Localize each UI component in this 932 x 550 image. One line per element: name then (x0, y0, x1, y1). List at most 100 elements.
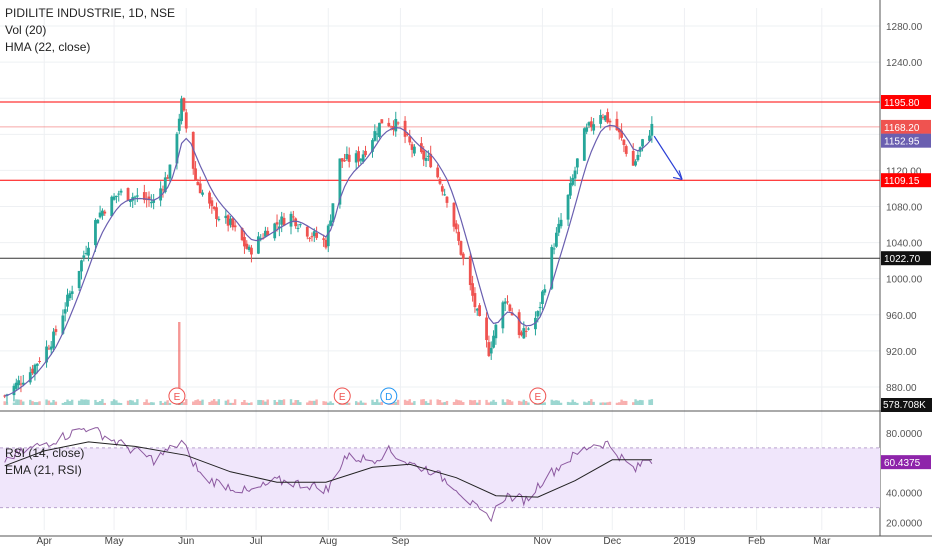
candle-body[interactable] (21, 382, 25, 385)
symbol-title[interactable]: PIDILITE INDUSTRIE, 1D, NSE (5, 6, 176, 20)
candle-body[interactable] (443, 194, 447, 196)
ema-line[interactable] (4, 441, 652, 498)
candle-body[interactable] (438, 179, 442, 184)
candle-body[interactable] (606, 112, 610, 123)
candle-body[interactable] (426, 155, 430, 157)
candle-body[interactable] (340, 158, 344, 162)
candle-body[interactable] (308, 237, 312, 239)
candle-body[interactable] (527, 328, 530, 330)
candle-body[interactable] (289, 213, 293, 227)
candle-body[interactable] (550, 247, 554, 289)
candle-body[interactable] (492, 335, 495, 348)
candle-body[interactable] (331, 203, 335, 223)
candle-body[interactable] (263, 230, 267, 237)
candle-body[interactable] (617, 128, 621, 133)
candle-body[interactable] (96, 219, 100, 224)
candle-body[interactable] (201, 192, 204, 195)
volume-legend[interactable]: Vol (20) (5, 23, 47, 37)
candle-body[interactable] (326, 225, 330, 247)
candle-body[interactable] (259, 237, 263, 239)
candle-body[interactable] (296, 227, 300, 229)
candle-body[interactable] (641, 139, 644, 147)
candle-body[interactable] (396, 122, 400, 124)
candle-body[interactable] (357, 151, 360, 162)
candle-body[interactable] (119, 190, 123, 193)
candle-body[interactable] (324, 239, 328, 248)
candle-body[interactable] (461, 253, 465, 259)
candle-body[interactable] (345, 153, 349, 160)
volume-spike-bar[interactable] (178, 321, 181, 405)
candle-body[interactable] (168, 164, 172, 179)
candle-body[interactable] (552, 248, 556, 250)
candle-body[interactable] (117, 193, 121, 195)
candle-body[interactable] (198, 183, 202, 194)
candle-body[interactable] (338, 158, 342, 205)
candle-body[interactable] (601, 116, 605, 118)
candle-body[interactable] (522, 328, 526, 339)
candle-body[interactable] (568, 183, 572, 196)
candle-body[interactable] (47, 348, 51, 350)
candle-body[interactable] (66, 294, 69, 307)
candle-body[interactable] (180, 98, 183, 122)
candle-body[interactable] (84, 253, 88, 255)
candle-body[interactable] (257, 236, 260, 254)
candle-body[interactable] (103, 211, 107, 214)
hma-legend[interactable]: HMA (22, close) (5, 40, 91, 54)
candle-body[interactable] (510, 312, 514, 316)
candle-body[interactable] (80, 260, 83, 272)
candle-body[interactable] (410, 144, 414, 150)
candle-body[interactable] (487, 342, 491, 356)
candle-body[interactable] (166, 177, 170, 179)
candle-body[interactable] (175, 133, 179, 164)
candle-body[interactable] (294, 218, 298, 227)
ema-legend[interactable]: EMA (21, RSI) (5, 463, 82, 477)
candle-body[interactable] (250, 247, 253, 255)
candle-body[interactable] (101, 210, 104, 216)
candle-body[interactable] (473, 293, 477, 308)
candle-body[interactable] (87, 247, 90, 256)
candle-body[interactable] (12, 385, 16, 396)
projection-arrow[interactable] (653, 135, 683, 180)
candle-body[interactable] (457, 231, 461, 241)
candle-body[interactable] (68, 293, 72, 299)
candle-body[interactable] (224, 215, 228, 219)
candle-body[interactable] (3, 395, 7, 397)
candle-body[interactable] (359, 158, 363, 161)
candle-body[interactable] (575, 158, 579, 168)
candle-body[interactable] (631, 151, 635, 166)
candle-body[interactable] (210, 200, 214, 207)
candle-body[interactable] (571, 177, 575, 185)
candle-body[interactable] (243, 237, 246, 247)
candle-body[interactable] (77, 270, 81, 289)
candle-body[interactable] (291, 216, 295, 218)
candle-body[interactable] (133, 196, 137, 198)
candle-body[interactable] (408, 136, 412, 143)
candle-body[interactable] (494, 324, 498, 339)
candle-body[interactable] (266, 230, 270, 236)
candle-body[interactable] (194, 168, 197, 180)
candle-body[interactable] (115, 195, 118, 198)
candle-body[interactable] (452, 202, 456, 227)
candle-body[interactable] (524, 330, 528, 332)
candle-body[interactable] (33, 364, 37, 375)
candle-body[interactable] (149, 202, 153, 204)
candle-body[interactable] (142, 192, 146, 200)
candle-body[interactable] (582, 128, 586, 161)
candle-body[interactable] (559, 219, 563, 227)
candle-body[interactable] (503, 301, 507, 304)
candle-body[interactable] (538, 307, 542, 309)
candle-body[interactable] (471, 283, 474, 296)
candle-body[interactable] (215, 207, 218, 220)
rsi-legend[interactable]: RSI (14, close) (5, 446, 85, 460)
candle-body[interactable] (28, 372, 32, 383)
candle-body[interactable] (589, 121, 593, 128)
candle-body[interactable] (217, 218, 221, 221)
candle-body[interactable] (520, 332, 523, 336)
candle-body[interactable] (475, 308, 479, 311)
candle-body[interactable] (329, 220, 332, 226)
candle-body[interactable] (543, 289, 547, 293)
candle-body[interactable] (508, 304, 512, 311)
candle-body[interactable] (387, 122, 391, 127)
candle-body[interactable] (394, 118, 398, 132)
candle-body[interactable] (557, 223, 561, 233)
